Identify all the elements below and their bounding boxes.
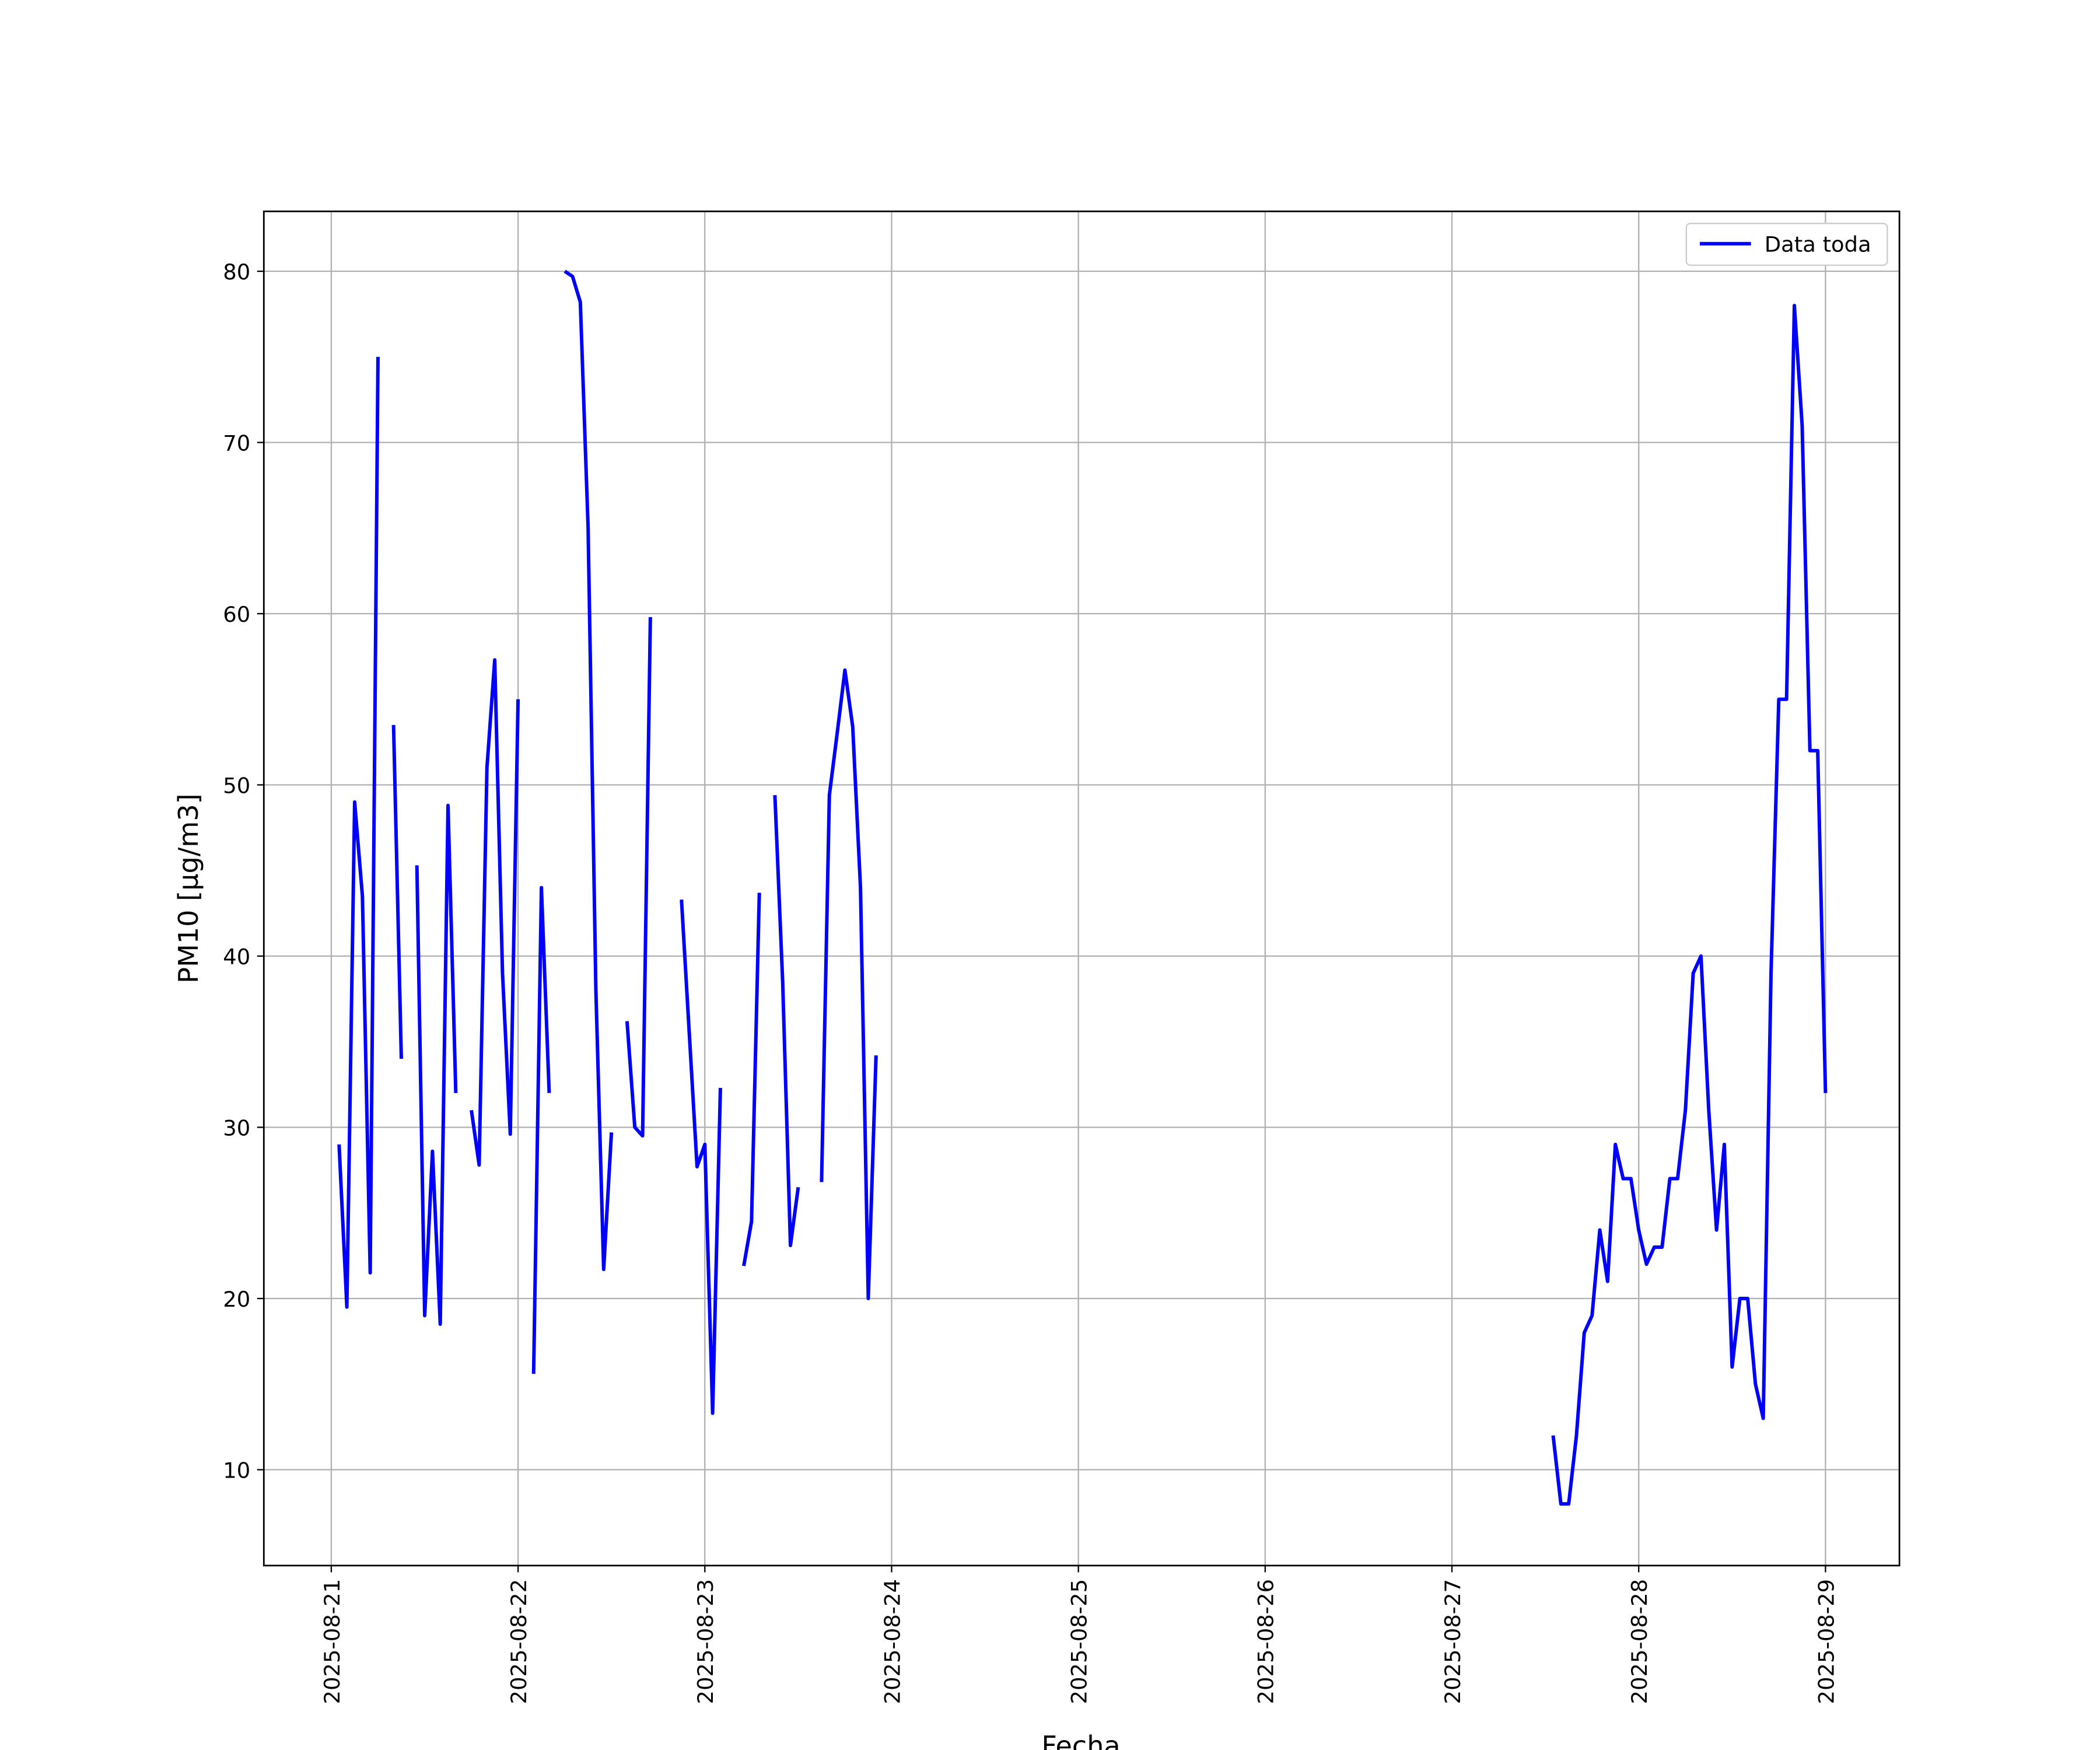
legend-label: Data toda	[1765, 232, 1871, 257]
y-tick-label: 50	[223, 773, 250, 798]
y-tick-label: 60	[223, 602, 250, 627]
x-tick-label: 2025-08-21	[320, 1579, 345, 1704]
x-tick-label: 2025-08-24	[880, 1579, 905, 1704]
x-tick-label: 2025-08-26	[1254, 1579, 1279, 1704]
plot-area	[337, 270, 1828, 1506]
x-tick-label: 2025-08-27	[1440, 1579, 1465, 1704]
y-tick-label: 10	[223, 1458, 250, 1483]
legend: Data toda	[1685, 222, 1888, 266]
y-tick-label: 70	[223, 430, 250, 456]
y-tick-label: 40	[223, 944, 250, 970]
x-tick-label: 2025-08-28	[1627, 1579, 1652, 1704]
x-tick-label: 2025-08-29	[1814, 1579, 1839, 1704]
x-tick-label: 2025-08-25	[1067, 1579, 1092, 1704]
ticks: 10 20 30 40 50 60 70 80 2025-08-21 2025-08-22 2025…	[223, 260, 1839, 1704]
x-axis-label: Fecha	[1041, 1730, 1120, 1750]
x-tick-label: 2025-08-23	[693, 1579, 718, 1704]
y-axis-label: PM10 [μg/m3]	[173, 793, 204, 984]
legend-box	[1685, 222, 1888, 266]
axes-frame	[262, 210, 1901, 1567]
y-tick-label: 20	[223, 1287, 250, 1312]
y-tick-label: 30	[223, 1115, 250, 1140]
data-line	[337, 270, 1828, 1506]
y-tick-label: 80	[223, 260, 250, 285]
x-tick-label: 2025-08-22	[506, 1579, 531, 1704]
